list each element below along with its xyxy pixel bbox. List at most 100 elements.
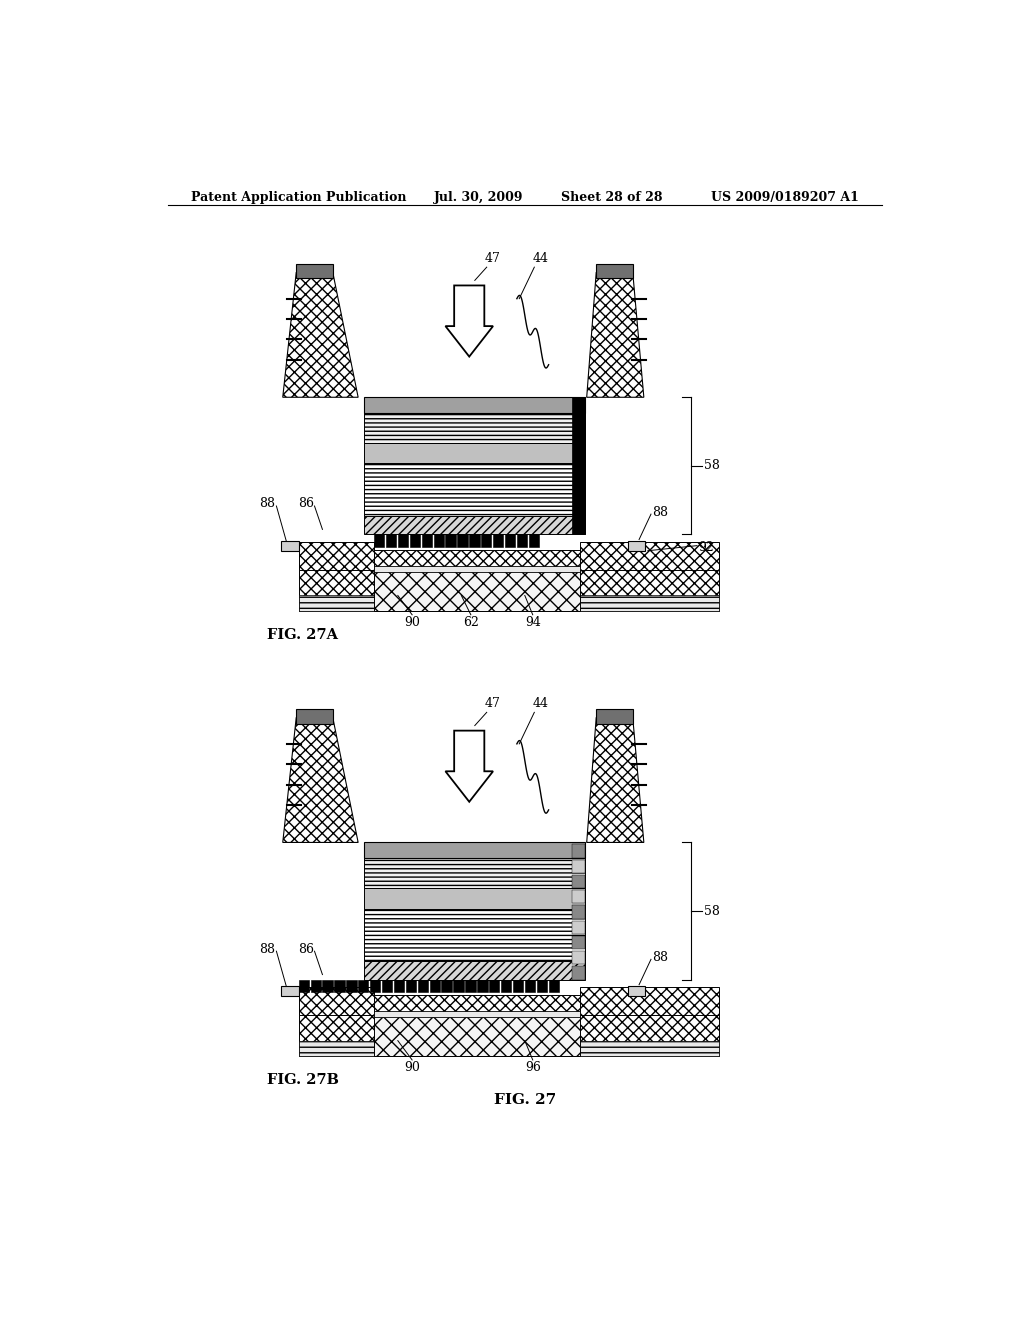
Bar <box>299 1040 719 1056</box>
Bar <box>572 952 585 965</box>
Bar <box>374 570 581 611</box>
Text: Jul. 30, 2009: Jul. 30, 2009 <box>433 191 523 203</box>
Bar <box>572 397 585 535</box>
Bar <box>445 535 456 546</box>
Bar <box>374 1011 581 1018</box>
Bar <box>397 535 409 546</box>
Text: 86: 86 <box>299 498 314 511</box>
Bar <box>365 888 585 908</box>
Bar <box>365 463 585 516</box>
Bar <box>382 979 392 991</box>
Bar <box>299 595 719 611</box>
Text: 58: 58 <box>705 459 720 473</box>
Bar <box>365 842 585 858</box>
Text: 94: 94 <box>524 615 541 628</box>
Bar <box>489 979 500 991</box>
Bar <box>628 541 645 550</box>
Text: FIG. 27A: FIG. 27A <box>267 628 338 642</box>
Bar <box>365 858 585 888</box>
Text: Patent Application Publication: Patent Application Publication <box>191 191 407 203</box>
Bar <box>394 979 404 991</box>
Bar <box>481 535 492 546</box>
Text: FIG. 27B: FIG. 27B <box>267 1073 339 1088</box>
Bar <box>433 535 443 546</box>
Bar <box>581 987 719 1015</box>
Bar <box>465 979 475 991</box>
Bar <box>477 979 487 991</box>
Bar <box>572 966 585 979</box>
Bar <box>454 979 464 991</box>
Bar <box>572 936 585 949</box>
Bar <box>406 979 416 991</box>
Bar <box>365 516 585 535</box>
Bar <box>410 535 420 546</box>
Text: 90: 90 <box>404 615 420 628</box>
Text: 88: 88 <box>652 506 668 519</box>
Bar <box>374 1015 581 1056</box>
Bar <box>572 845 585 858</box>
Text: US 2009/0189207 A1: US 2009/0189207 A1 <box>712 191 859 203</box>
Bar <box>296 264 333 279</box>
Bar <box>299 979 309 991</box>
Bar <box>386 535 396 546</box>
Bar <box>299 541 374 570</box>
Bar <box>469 535 479 546</box>
Bar <box>418 979 428 991</box>
Bar <box>365 413 585 444</box>
Bar <box>494 535 504 546</box>
Bar <box>310 979 321 991</box>
Bar <box>282 986 299 995</box>
Bar <box>572 890 585 903</box>
Bar <box>517 535 527 546</box>
Bar <box>370 979 380 991</box>
Bar <box>374 566 581 572</box>
Bar <box>628 986 645 995</box>
Bar <box>430 979 440 991</box>
Text: 88: 88 <box>259 942 274 956</box>
Bar <box>365 908 585 961</box>
Text: 88: 88 <box>259 498 274 511</box>
Text: 44: 44 <box>532 697 549 710</box>
Bar <box>537 979 547 991</box>
Polygon shape <box>283 272 358 397</box>
Polygon shape <box>587 272 644 397</box>
Text: Sheet 28 of 28: Sheet 28 of 28 <box>560 191 662 203</box>
Bar <box>549 979 559 991</box>
Text: 86: 86 <box>299 942 314 956</box>
Bar <box>596 264 633 279</box>
Bar <box>458 535 468 546</box>
Bar <box>346 979 356 991</box>
Bar <box>596 709 633 723</box>
Bar <box>501 979 511 991</box>
Bar <box>323 979 333 991</box>
Text: 58: 58 <box>705 904 720 917</box>
Bar <box>572 906 585 919</box>
Bar <box>572 875 585 888</box>
Polygon shape <box>587 718 644 842</box>
Text: 92: 92 <box>697 541 714 554</box>
Bar <box>358 979 369 991</box>
Bar <box>334 979 345 991</box>
FancyArrow shape <box>445 731 494 801</box>
Bar <box>299 987 374 1015</box>
Bar <box>505 535 515 546</box>
FancyArrow shape <box>445 285 494 356</box>
Text: 62: 62 <box>463 615 479 628</box>
Bar <box>422 535 432 546</box>
Text: 47: 47 <box>485 252 501 265</box>
Bar <box>296 709 333 723</box>
Text: 47: 47 <box>485 697 501 710</box>
Bar <box>524 979 536 991</box>
Text: 88: 88 <box>652 950 668 964</box>
Bar <box>299 995 719 1056</box>
Bar <box>572 859 585 873</box>
Bar <box>365 397 585 412</box>
Text: 44: 44 <box>532 252 549 265</box>
Text: FIG. 27: FIG. 27 <box>494 1093 556 1107</box>
Text: 90: 90 <box>404 1061 420 1074</box>
Bar <box>365 961 585 979</box>
Bar <box>282 541 299 550</box>
Bar <box>572 921 585 935</box>
Polygon shape <box>283 718 358 842</box>
Text: 96: 96 <box>524 1061 541 1074</box>
